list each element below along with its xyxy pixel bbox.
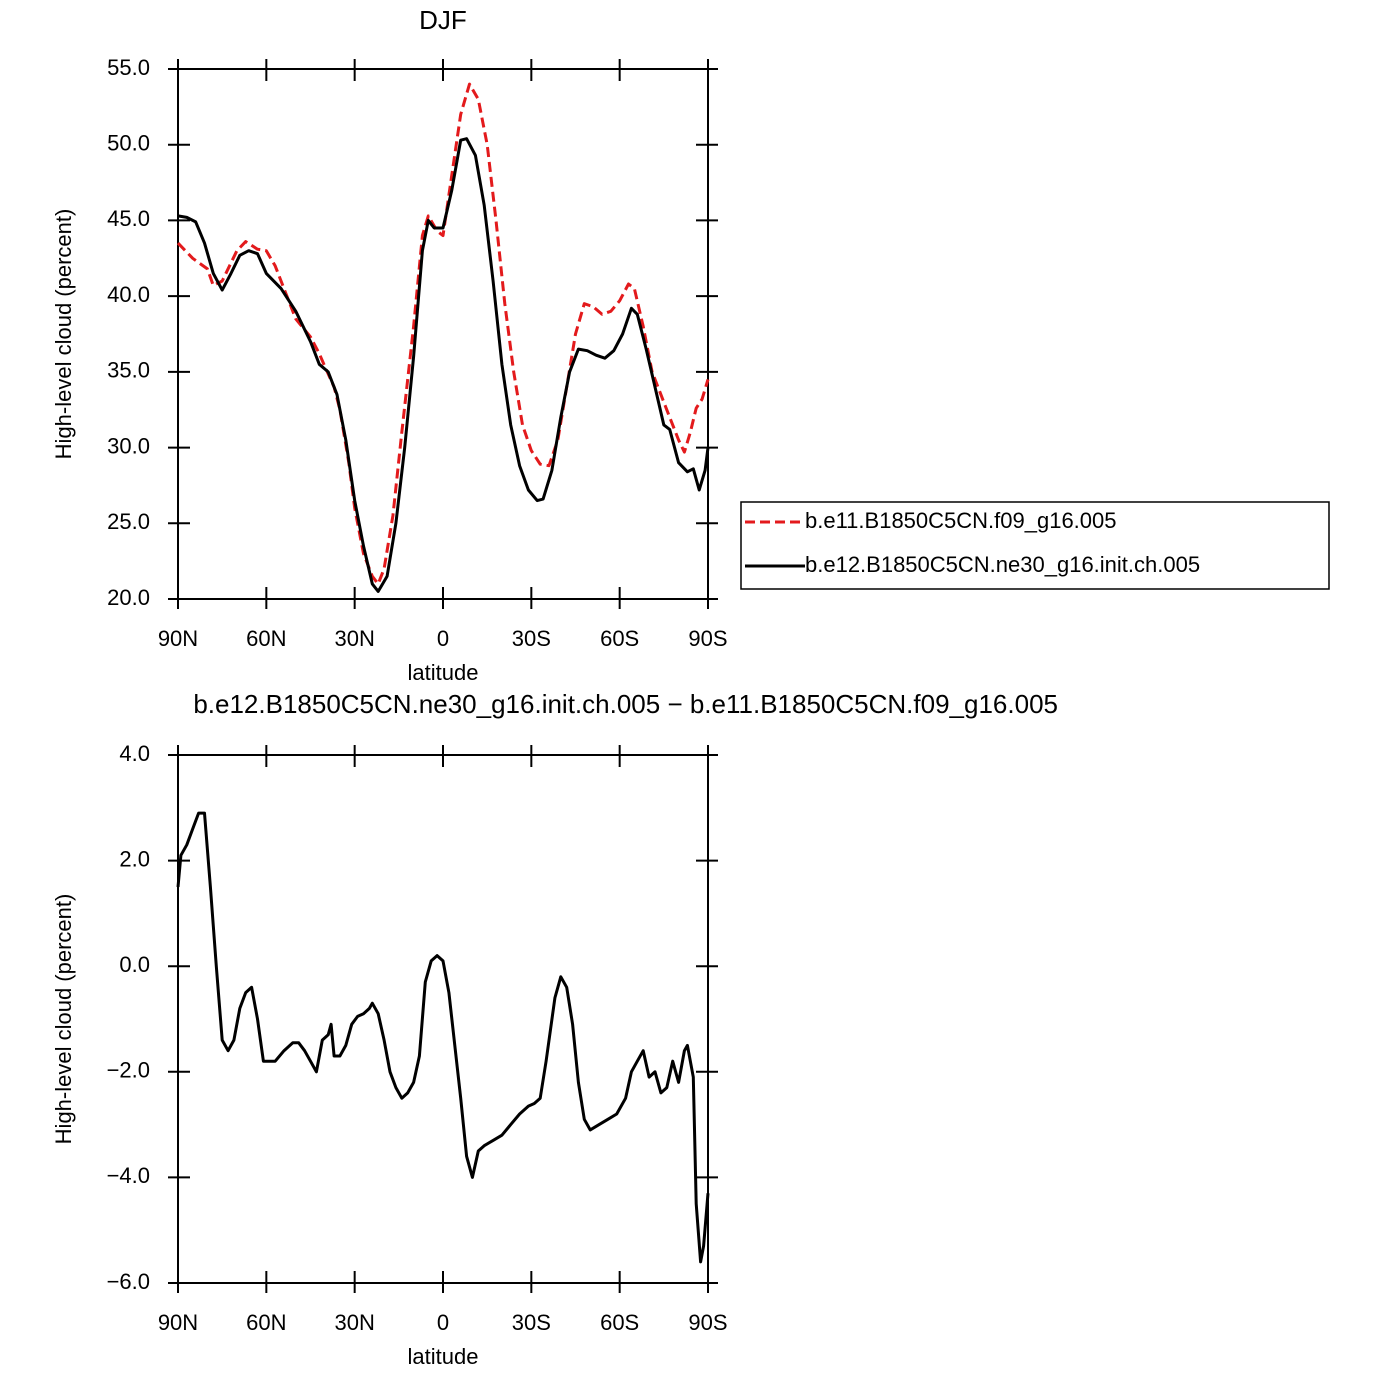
y-tick-label: 55.0 (107, 55, 150, 80)
y-axis-label: High-level cloud (percent) (51, 209, 76, 460)
x-tick-label: 30N (334, 1310, 374, 1335)
y-tick-label: 45.0 (107, 206, 150, 231)
y-tick-label: 20.0 (107, 585, 150, 610)
data-line (176, 811, 710, 1264)
legend-label: b.e11.B1850C5CN.f09_g16.005 (805, 508, 1117, 533)
legend-label: b.e12.B1850C5CN.ne30_g16.init.ch.005 (805, 552, 1200, 577)
x-tick-label: 30S (512, 626, 551, 651)
y-tick-label: 35.0 (107, 358, 150, 383)
y-tick-label: −2.0 (107, 1058, 150, 1083)
y-tick-label: 0.0 (119, 952, 150, 977)
y-tick-label: −6.0 (107, 1269, 150, 1294)
x-tick-label: 60S (600, 626, 639, 651)
x-tick-label: 90N (158, 1310, 198, 1335)
x-axis-label: latitude (408, 1344, 479, 1369)
chart-title: b.e12.B1850C5CN.ne30_g16.init.ch.005 − b… (193, 689, 1058, 719)
y-tick-label: 50.0 (107, 131, 150, 156)
x-tick-label: 60S (600, 1310, 639, 1335)
plot-frame (177, 68, 709, 600)
x-axis-label: latitude (408, 660, 479, 685)
legend-box (740, 501, 1330, 590)
x-tick-label: 90N (158, 626, 198, 651)
x-tick-label: 90S (688, 1310, 727, 1335)
x-tick-label: 30S (512, 1310, 551, 1335)
x-tick-label: 0 (437, 626, 449, 651)
data-line (176, 82, 710, 586)
y-tick-label: −4.0 (107, 1163, 150, 1188)
x-tick-label: 0 (437, 1310, 449, 1335)
y-axis-label: High-level cloud (percent) (51, 894, 76, 1145)
y-tick-label: 4.0 (119, 741, 150, 766)
data-line (177, 137, 710, 593)
chart-title: DJF (419, 5, 467, 35)
x-tick-label: 90S (688, 626, 727, 651)
x-tick-label: 60N (246, 1310, 286, 1335)
x-tick-label: 60N (246, 626, 286, 651)
y-tick-label: 2.0 (119, 846, 150, 871)
y-tick-label: 40.0 (107, 282, 150, 307)
y-tick-label: 25.0 (107, 509, 150, 534)
x-tick-label: 30N (334, 626, 374, 651)
y-tick-label: 30.0 (107, 433, 150, 458)
